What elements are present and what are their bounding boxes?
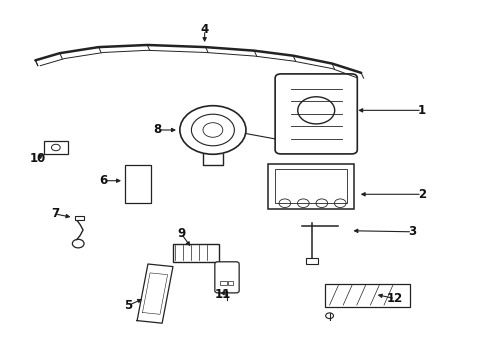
Bar xyxy=(44,141,67,154)
Text: 9: 9 xyxy=(177,227,185,240)
Text: 4: 4 xyxy=(200,23,208,36)
Text: 6: 6 xyxy=(99,174,107,187)
Text: 7: 7 xyxy=(51,207,59,220)
Text: 2: 2 xyxy=(417,188,425,201)
Bar xyxy=(267,164,354,208)
Text: 5: 5 xyxy=(123,299,132,312)
Bar xyxy=(220,281,226,285)
Text: 10: 10 xyxy=(30,152,46,165)
FancyBboxPatch shape xyxy=(275,74,357,154)
Bar xyxy=(172,244,218,262)
FancyBboxPatch shape xyxy=(214,262,239,293)
Bar xyxy=(125,165,150,203)
Text: 11: 11 xyxy=(214,288,230,301)
Bar xyxy=(305,257,317,264)
Text: 12: 12 xyxy=(386,292,403,305)
Bar xyxy=(324,284,409,307)
Text: 3: 3 xyxy=(407,225,415,238)
Bar xyxy=(275,169,346,203)
Bar xyxy=(228,281,233,285)
Text: 1: 1 xyxy=(417,104,425,117)
Bar xyxy=(75,216,84,220)
Text: 8: 8 xyxy=(153,123,161,136)
